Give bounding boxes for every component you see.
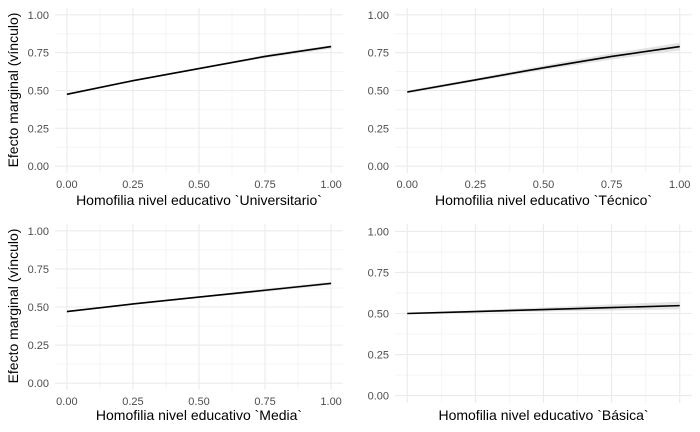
- marginal-effect-line: [407, 304, 680, 315]
- y-axis-title-top: Efecto marginal (vínculo): [5, 13, 21, 168]
- y-tick-label: 0.00: [368, 161, 389, 173]
- x-tick-label: 0.25: [465, 179, 486, 191]
- x-tick-label: 0.00: [397, 179, 418, 191]
- x-tick-label: 1.00: [320, 396, 341, 408]
- confidence-ribbon: [66, 45, 332, 96]
- y-tick-label: 0.25: [28, 340, 49, 352]
- y-tick-label: 0.50: [368, 86, 389, 98]
- x-tick-label: 0.25: [122, 179, 143, 191]
- marginal-effect-line: [66, 282, 332, 313]
- x-axis-title: Homofilia nivel educativo `Técnico`: [435, 192, 652, 208]
- y-tick-label: 0.50: [368, 309, 389, 321]
- y-tick-label: 1.00: [28, 226, 49, 238]
- x-axis-title: Homofilia nivel educativo `Universitario…: [76, 192, 322, 208]
- x-tick-label: 0.00: [56, 179, 77, 191]
- y-tick-label: 0.25: [368, 123, 389, 135]
- y-tick-label: 0.25: [28, 123, 49, 135]
- marginal-effect-line: [407, 45, 680, 93]
- x-axis-title: Homofilia nivel educativo `Media`: [96, 407, 302, 423]
- x-tick-label: 1.00: [320, 179, 341, 191]
- x-tick-label: 0.50: [188, 179, 209, 191]
- y-tick-label: 1.00: [368, 10, 389, 22]
- x-tick-label: 0.00: [56, 396, 77, 408]
- y-tick-label: 0.75: [368, 267, 389, 279]
- y-tick-label: 0.25: [368, 350, 389, 362]
- x-tick-label: 0.75: [254, 179, 275, 191]
- y-tick-label: 1.00: [28, 10, 49, 22]
- y-tick-label: 0.00: [28, 378, 49, 390]
- marginal-effect-line: [66, 45, 332, 96]
- x-tick-label: 0.75: [601, 179, 622, 191]
- x-tick-label: 0.50: [533, 179, 554, 191]
- x-axis-title: Homofilia nivel educativo `Básica`: [438, 407, 648, 423]
- y-tick-label: 0.50: [28, 86, 49, 98]
- y-axis-title-bottom: Efecto marginal (vínculo): [5, 229, 21, 384]
- y-tick-label: 0.00: [28, 161, 49, 173]
- x-tick-label: 0.75: [254, 396, 275, 408]
- x-tick-label: 0.25: [122, 396, 143, 408]
- y-tick-label: 0.75: [28, 264, 49, 276]
- x-tick-label: 0.50: [188, 396, 209, 408]
- y-tick-label: 1.00: [368, 226, 389, 238]
- y-tick-label: 0.75: [368, 48, 389, 60]
- x-tick-label: 1.00: [669, 179, 690, 191]
- y-tick-label: 0.00: [368, 391, 389, 403]
- y-tick-label: 0.75: [28, 48, 49, 60]
- y-tick-label: 0.50: [28, 302, 49, 314]
